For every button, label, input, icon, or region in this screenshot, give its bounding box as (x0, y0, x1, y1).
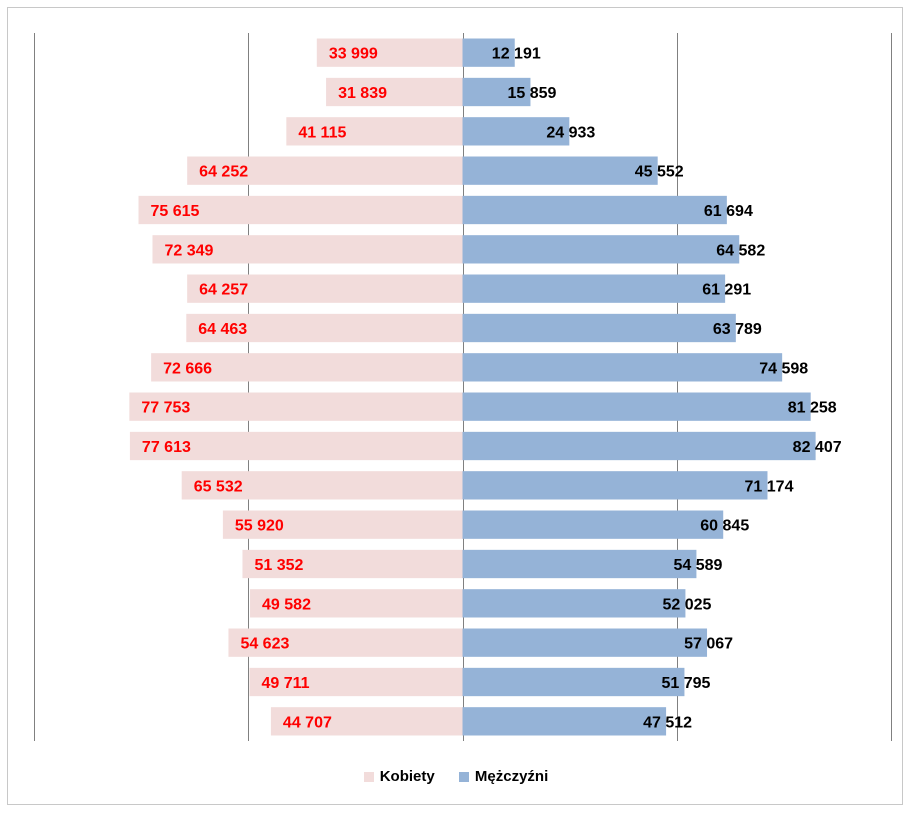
bar-mezczyzni (462, 707, 667, 736)
bar-kobiety (129, 431, 463, 461)
bar-kobiety (186, 313, 463, 343)
labels-kobiety: 33 999 31 839 41 115 64 252 75 615 72 349 64 2… (141, 46, 387, 732)
data-label-mezczyzni: 71 174 (745, 478, 794, 495)
data-label-kobiety: 64 257 (199, 282, 248, 299)
bars-kobiety (129, 38, 463, 736)
data-label-mezczyzni: 61 694 (704, 203, 753, 220)
data-label-kobiety: 54 623 (240, 636, 289, 653)
data-label-kobiety: 64 463 (198, 321, 247, 338)
bar-mezczyzni (462, 471, 768, 500)
bar-kobiety (187, 274, 463, 303)
data-label-kobiety: 49 582 (262, 596, 311, 613)
legend-label-kobiety: Kobiety (379, 768, 435, 785)
legend-item-mezczyzni: Mężczyźni (458, 768, 549, 785)
data-label-kobiety: 75 615 (150, 203, 199, 220)
legend-swatch-kobiety (363, 771, 374, 782)
data-label-kobiety: 72 666 (163, 360, 212, 377)
bar-kobiety (316, 38, 463, 67)
legend-swatch-mezczyzni (458, 771, 469, 782)
bar-kobiety (326, 77, 463, 107)
data-label-kobiety: 55 920 (235, 518, 284, 535)
bar-mezczyzni (462, 195, 727, 225)
data-label-mezczyzni: 57 067 (684, 636, 733, 653)
bar-mezczyzni (462, 431, 816, 461)
data-label-mezczyzni: 61 291 (702, 282, 751, 299)
bar-mezczyzni (462, 353, 783, 382)
data-label-mezczyzni: 81 258 (788, 400, 837, 417)
bar-mezczyzni (462, 589, 686, 618)
bar-kobiety (187, 156, 463, 185)
data-label-kobiety: 44 707 (283, 714, 332, 731)
gridlines (34, 33, 892, 741)
data-label-kobiety: 33 999 (329, 46, 378, 63)
data-label-mezczyzni: 45 552 (635, 164, 684, 181)
bar-kobiety (129, 392, 463, 421)
data-label-kobiety: 64 252 (199, 164, 248, 181)
data-label-kobiety: 51 352 (254, 557, 303, 574)
data-label-mezczyzni: 63 789 (713, 321, 762, 338)
legend: Kobiety Mężczyźni (0, 768, 912, 786)
data-label-mezczyzni: 15 859 (508, 85, 557, 102)
bar-mezczyzni (462, 510, 724, 539)
bar-mezczyzni (462, 313, 736, 343)
data-label-mezczyzni: 52 025 (662, 596, 711, 613)
data-label-kobiety: 77 613 (142, 439, 191, 456)
labels-mezczyzni: 12 191 15 859 24 933 45 552 61 694 64 582 61 2… (492, 46, 842, 732)
bar-kobiety (151, 353, 463, 382)
bar-kobiety (242, 549, 463, 579)
data-label-mezczyzni: 47 512 (643, 714, 692, 731)
bar-mezczyzni (462, 117, 570, 146)
data-label-mezczyzni: 51 795 (662, 675, 711, 692)
bar-kobiety (249, 667, 463, 697)
bar-mezczyzni (462, 38, 515, 67)
bar-mezczyzni (462, 667, 685, 697)
bar-mezczyzni (462, 392, 811, 421)
data-label-kobiety: 65 532 (194, 478, 243, 495)
bar-kobiety (152, 235, 463, 264)
data-label-mezczyzni: 24 933 (546, 124, 595, 141)
legend-label-mezczyzni: Mężczyźni (474, 768, 549, 785)
legend-item-kobiety: Kobiety (363, 768, 435, 785)
bar-kobiety (181, 471, 463, 500)
data-label-mezczyzni: 64 582 (716, 242, 765, 259)
bar-kobiety (250, 589, 463, 618)
data-label-mezczyzni: 60 845 (700, 518, 749, 535)
data-label-mezczyzni: 82 407 (793, 439, 842, 456)
data-label-kobiety: 77 753 (141, 400, 190, 417)
data-label-mezczyzni: 74 598 (759, 360, 808, 377)
data-label-kobiety: 49 711 (261, 675, 309, 692)
data-label-kobiety: 41 115 (298, 124, 346, 141)
bar-kobiety (286, 117, 463, 146)
bar-mezczyzni (462, 235, 740, 264)
bar-mezczyzni (462, 628, 708, 657)
data-label-kobiety: 72 349 (164, 242, 213, 259)
data-label-mezczyzni: 54 589 (673, 557, 722, 574)
bar-mezczyzni (462, 274, 726, 303)
bar-mezczyzni (462, 549, 697, 579)
bar-mezczyzni (462, 156, 658, 185)
bar-kobiety (270, 707, 463, 736)
data-label-mezczyzni: 12 191 (492, 46, 541, 63)
bar-kobiety (228, 628, 463, 657)
bar-kobiety (138, 195, 463, 225)
bar-kobiety (222, 510, 463, 539)
bars-mezczyzni (462, 38, 816, 736)
bar-mezczyzni (462, 77, 531, 107)
data-label-kobiety: 31 839 (338, 85, 387, 102)
